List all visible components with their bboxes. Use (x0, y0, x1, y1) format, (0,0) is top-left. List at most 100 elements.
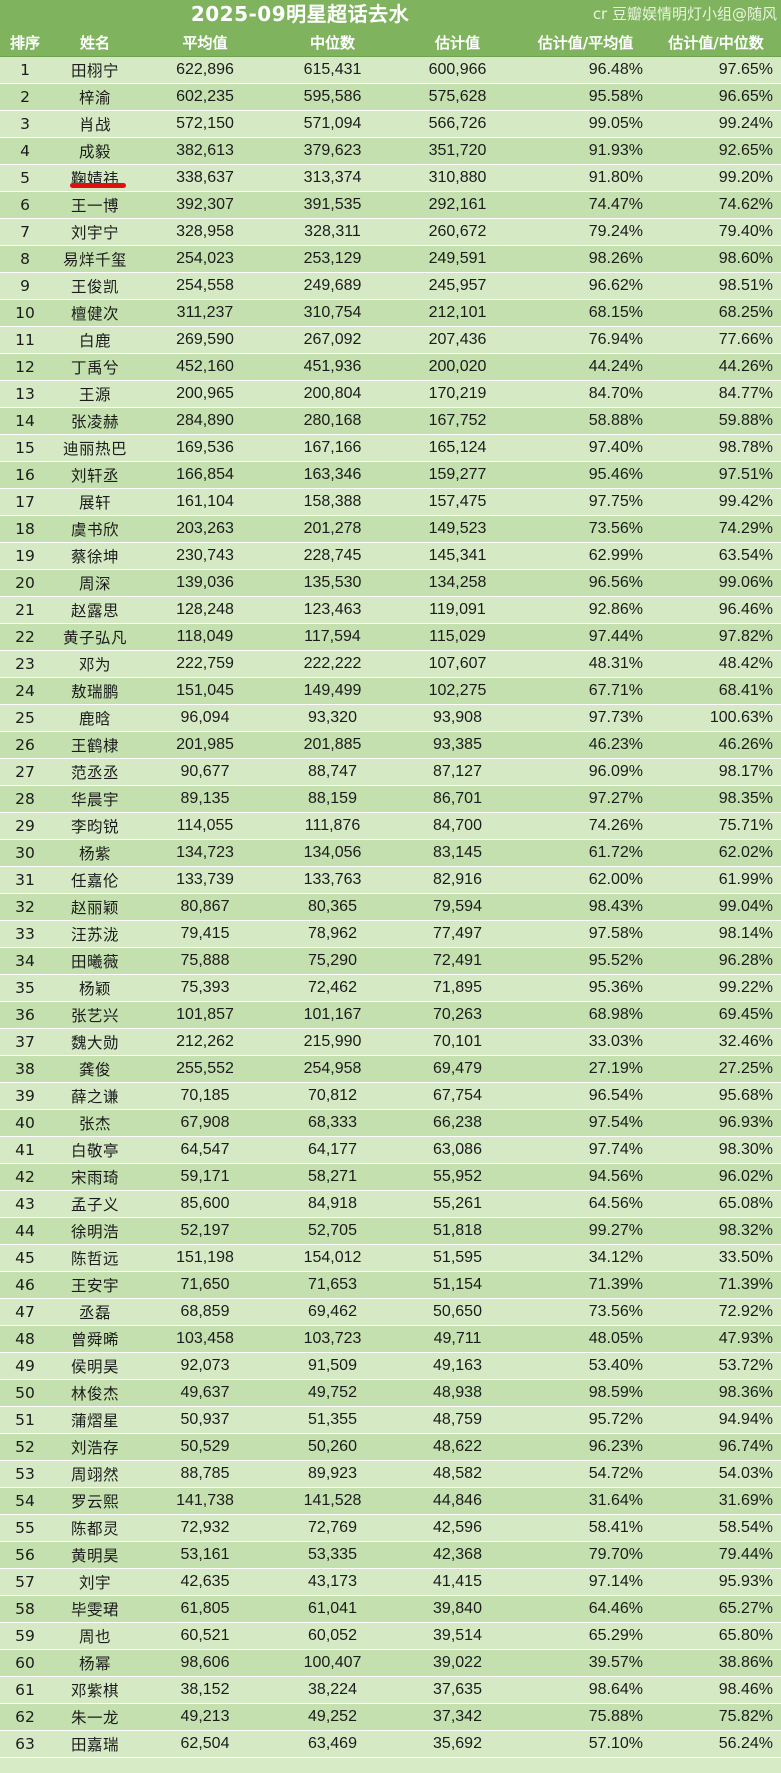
average-cell: 166,854 (140, 461, 270, 489)
median-cell: 49,252 (270, 1703, 395, 1731)
median-cell: 254,958 (270, 1055, 395, 1083)
rank-cell: 22 (0, 623, 50, 651)
median-cell: 71,653 (270, 1271, 395, 1299)
column-header-estimate-over-median: 估计值/中位数 (651, 29, 781, 57)
estimate-cell: 77,497 (395, 920, 520, 948)
average-cell: 254,023 (140, 245, 270, 273)
table-row: 42 宋雨琦 59,171 58,271 55,952 94.56% 96.02% (0, 1163, 781, 1191)
average-cell: 338,637 (140, 164, 270, 192)
average-cell: 96,094 (140, 704, 270, 732)
name-cell: 王一博 (50, 191, 140, 219)
table-row: 13 王源 200,965 200,804 170,219 84.70% 84.77% (0, 380, 781, 408)
ratio-median-cell: 32.46% (651, 1028, 781, 1056)
ratio-average-cell: 99.05% (520, 110, 651, 138)
rank-cell: 37 (0, 1028, 50, 1056)
median-cell: 78,962 (270, 920, 395, 948)
ratio-median-cell: 99.06% (651, 569, 781, 597)
ratio-median-cell: 99.20% (651, 164, 781, 192)
ratio-median-cell: 69.45% (651, 1001, 781, 1029)
rank-cell: 5 (0, 164, 50, 192)
rank-cell: 58 (0, 1595, 50, 1623)
name-cell: 杨颖 (50, 974, 140, 1002)
ratio-average-cell: 65.29% (520, 1622, 651, 1650)
average-cell: 88,785 (140, 1460, 270, 1488)
ratio-median-cell: 53.72% (651, 1352, 781, 1380)
table-row: 5 鞠婧祎 338,637 313,374 310,880 91.80% 99.20% (0, 164, 781, 192)
average-cell: 328,958 (140, 218, 270, 246)
estimate-cell: 79,594 (395, 893, 520, 921)
estimate-cell: 600,966 (395, 56, 520, 84)
estimate-cell: 167,752 (395, 407, 520, 435)
rank-cell: 43 (0, 1190, 50, 1218)
estimate-cell: 207,436 (395, 326, 520, 354)
table-row: 4 成毅 382,613 379,623 351,720 91.93% 92.65% (0, 137, 781, 165)
ratio-average-cell: 48.05% (520, 1325, 651, 1353)
rank-cell: 25 (0, 704, 50, 732)
table-row: 46 王安宇 71,650 71,653 51,154 71.39% 71.39% (0, 1271, 781, 1299)
ratio-median-cell: 97.65% (651, 56, 781, 84)
ratio-median-cell: 38.86% (651, 1649, 781, 1677)
estimate-cell: 82,916 (395, 866, 520, 894)
rank-cell: 3 (0, 110, 50, 138)
ratio-average-cell: 95.46% (520, 461, 651, 489)
watermark-credit: cr 豆瓣娱情明灯小组@随风 (592, 5, 777, 23)
name-cell: 张艺兴 (50, 1001, 140, 1029)
average-cell: 89,135 (140, 785, 270, 813)
average-cell: 139,036 (140, 569, 270, 597)
average-cell: 254,558 (140, 272, 270, 300)
name-cell: 徐明浩 (50, 1217, 140, 1245)
ratio-average-cell: 44.24% (520, 353, 651, 381)
ratio-median-cell: 61.99% (651, 866, 781, 894)
rank-cell: 16 (0, 461, 50, 489)
table-row: 20 周深 139,036 135,530 134,258 96.56% 99.06% (0, 569, 781, 597)
median-cell: 215,990 (270, 1028, 395, 1056)
ratio-average-cell: 97.73% (520, 704, 651, 732)
table-row: 50 林俊杰 49,637 49,752 48,938 98.59% 98.36% (0, 1379, 781, 1407)
ratio-median-cell: 94.94% (651, 1406, 781, 1434)
ratio-average-cell: 62.00% (520, 866, 651, 894)
name-cell: 罗云熙 (50, 1487, 140, 1515)
table-header-row: 排序 姓名 平均值 中位数 估计值 估计值/平均值 估计值/中位数 (0, 29, 781, 57)
average-cell: 103,458 (140, 1325, 270, 1353)
estimate-cell: 102,275 (395, 677, 520, 705)
table-row: 8 易烊千玺 254,023 253,129 249,591 98.26% 98.60% (0, 245, 781, 273)
estimate-cell: 37,635 (395, 1676, 520, 1704)
rank-cell: 33 (0, 920, 50, 948)
average-cell: 622,896 (140, 56, 270, 84)
ratio-median-cell: 95.93% (651, 1568, 781, 1596)
ratio-median-cell: 99.42% (651, 488, 781, 516)
rank-cell: 42 (0, 1163, 50, 1191)
average-cell: 141,738 (140, 1487, 270, 1515)
table-row: 1 田栩宁 622,896 615,431 600,966 96.48% 97.65% (0, 56, 781, 84)
table-row: 29 李昀锐 114,055 111,876 84,700 74.26% 75.71% (0, 812, 781, 840)
estimate-cell: 42,368 (395, 1541, 520, 1569)
estimate-cell: 351,720 (395, 137, 520, 165)
median-cell: 228,745 (270, 542, 395, 570)
name-cell: 成毅 (50, 137, 140, 165)
ratio-median-cell: 98.17% (651, 758, 781, 786)
estimate-cell: 157,475 (395, 488, 520, 516)
rank-cell: 6 (0, 191, 50, 219)
median-cell: 200,804 (270, 380, 395, 408)
median-cell: 267,092 (270, 326, 395, 354)
name-cell: 虞书欣 (50, 515, 140, 543)
name-cell: 曾舜晞 (50, 1325, 140, 1353)
ratio-median-cell: 47.93% (651, 1325, 781, 1353)
ratio-average-cell: 34.12% (520, 1244, 651, 1272)
rank-cell: 9 (0, 272, 50, 300)
table-row: 9 王俊凯 254,558 249,689 245,957 96.62% 98.51% (0, 272, 781, 300)
ratio-median-cell: 74.62% (651, 191, 781, 219)
average-cell: 151,198 (140, 1244, 270, 1272)
name-cell: 周深 (50, 569, 140, 597)
rank-cell: 4 (0, 137, 50, 165)
table-row: 40 张杰 67,908 68,333 66,238 97.54% 96.93% (0, 1109, 781, 1137)
estimate-cell: 35,692 (395, 1730, 520, 1758)
median-cell: 310,754 (270, 299, 395, 327)
median-cell: 451,936 (270, 353, 395, 381)
name-cell: 薛之谦 (50, 1082, 140, 1110)
ratio-average-cell: 97.74% (520, 1136, 651, 1164)
median-cell: 379,623 (270, 137, 395, 165)
name-cell: 宋雨琦 (50, 1163, 140, 1191)
average-cell: 200,965 (140, 380, 270, 408)
ratio-median-cell: 56.24% (651, 1730, 781, 1758)
